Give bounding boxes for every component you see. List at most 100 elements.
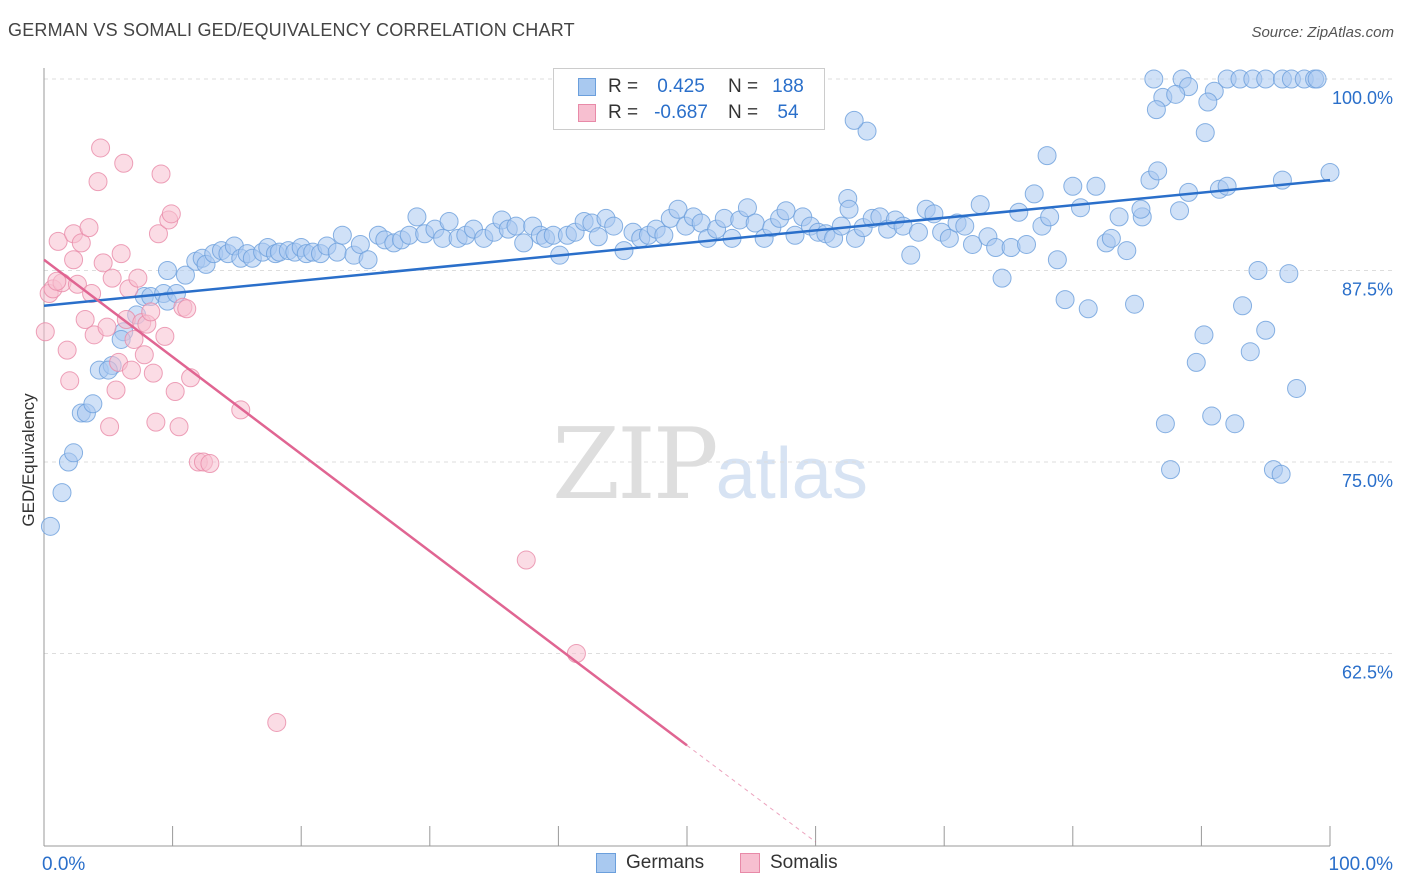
german-point [1186,352,1206,372]
y-axis-label: GED/Equivalency [19,393,38,527]
legend-r-value: 0.425 [657,76,705,97]
german-point [1225,414,1245,434]
legend-swatch-somalis [740,853,760,873]
somali-point [155,326,175,346]
chart-title: GERMAN VS SOMALI GED/EQUIVALENCY CORRELA… [8,20,575,40]
somali-point [161,204,181,224]
german-point [327,242,347,262]
somali-point [143,363,163,383]
german-point [1148,161,1168,181]
legend-n-value: 188 [772,76,804,97]
german-point [407,207,427,227]
german-point [1248,261,1268,280]
somali-point [148,224,168,244]
legend-r-value: -0.687 [654,102,708,123]
german-point [1279,264,1299,284]
watermark: ZIPatlas [552,408,868,522]
somali-point [128,268,148,288]
german-point [1320,162,1340,182]
german-point [668,199,688,219]
german-point [1233,296,1253,316]
german-point [1194,325,1214,345]
legend-r-label: R = [608,102,639,123]
german-point [40,516,60,536]
somali-point [121,360,141,380]
watermark-zip: ZIP [552,408,719,522]
somali-point [35,322,55,342]
german-point [992,268,1012,288]
somali-point [64,250,84,270]
german-point [439,211,459,231]
somali-point [47,271,67,291]
german-point [839,199,859,219]
german-point [901,245,921,265]
german-point [1101,228,1121,248]
german-point [1307,69,1327,89]
somali-point [79,218,99,238]
legend-r-label: R = [608,76,639,97]
stats-legend: R = 0.425 N = 188 R = -0.687 N = 54 [553,68,825,130]
german-point [83,394,103,414]
somalis-trend-line [43,258,688,747]
somali-point [60,371,80,391]
german-point [1071,198,1091,218]
german-point [970,195,990,215]
y-tick-label: 87.5% [1342,280,1393,300]
german-point [1195,123,1215,143]
somali-point [134,345,154,365]
somali-point [200,454,220,474]
german-point [1166,84,1186,104]
german-point [1287,378,1307,398]
somali-point [71,233,91,253]
x-tick-label: 0.0% [42,854,85,875]
german-point [588,227,608,247]
german-point [1256,69,1276,89]
legend-swatch-germans [596,853,616,873]
german-point [332,225,352,245]
somali-point [91,138,111,158]
somali-point [100,417,120,437]
somali-point [516,550,536,570]
somali-point [124,329,144,349]
somali-point [57,340,77,360]
somali-point [97,317,117,337]
y-tick-label: 62.5% [1342,663,1393,683]
german-point [1063,176,1083,196]
somali-point [93,253,113,273]
y-tick-label: 100.0% [1332,88,1393,108]
y-tick-label: 75.0% [1342,471,1393,491]
german-point [506,216,526,236]
german-point [64,443,84,463]
german-point [1024,184,1044,204]
german-point [1271,464,1291,484]
somali-point [165,382,185,402]
german-point [1202,406,1222,426]
german-point [1109,207,1129,227]
legend-item-germans[interactable]: Germans [596,852,704,874]
german-point [1144,69,1164,89]
german-point [350,234,370,254]
german-point [1125,294,1145,314]
german-point [1001,238,1021,258]
german-point [1240,342,1260,362]
german-point [654,225,674,245]
somali-point [88,172,108,192]
legend-swatch-germans [578,78,596,96]
german-point [1055,290,1075,310]
somali-point [169,417,189,437]
x-tick-label: 100.0% [1329,854,1394,875]
germans-trend-line [43,178,1331,307]
german-point [1078,299,1098,319]
german-point [939,228,959,248]
german-point [604,216,624,236]
somali-point [151,164,171,184]
german-point [514,233,534,253]
german-point [857,121,877,141]
legend-item-somalis[interactable]: Somalis [740,852,838,874]
german-point [1040,207,1060,227]
german-point [1170,201,1190,221]
german-point [908,222,928,242]
somali-point [48,231,68,251]
somali-point [111,244,131,264]
